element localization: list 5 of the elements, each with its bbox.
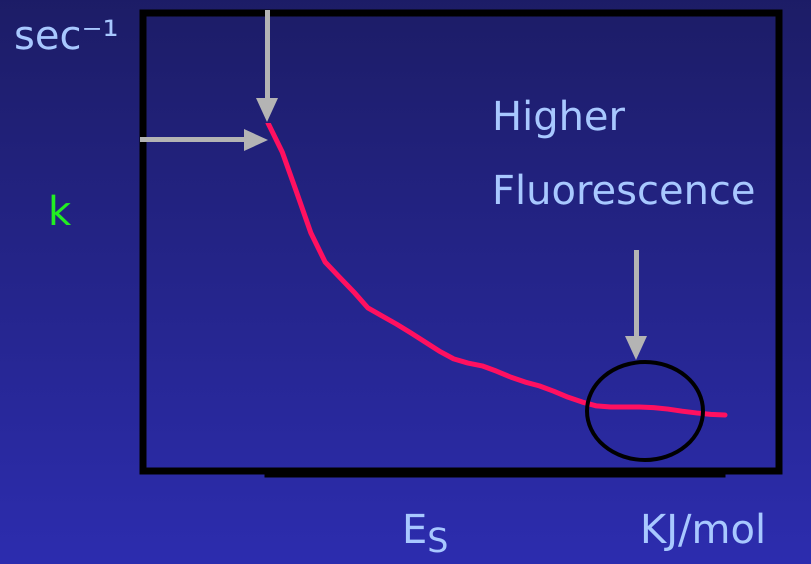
- text: sec⁻¹: [14, 13, 119, 59]
- x-axis-title: E$_{S}$: [402, 507, 448, 560]
- y-axis-title: k: [48, 189, 72, 235]
- annotation: Higher Fluorescence: [492, 93, 757, 216]
- text: KJ/mol: [640, 507, 766, 553]
